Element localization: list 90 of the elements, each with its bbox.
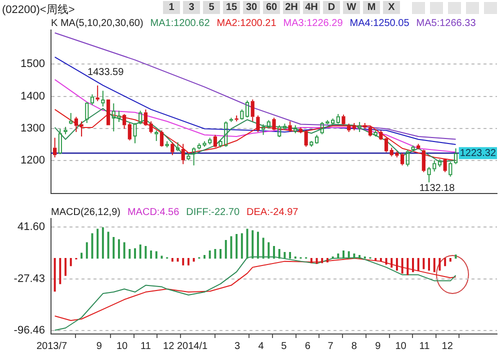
text: M xyxy=(363,1,380,14)
x-tick-label: 3 xyxy=(234,340,241,352)
legend-title: MACD(26,12,9) xyxy=(51,207,120,218)
candlestick xyxy=(374,130,378,137)
candlestick xyxy=(416,143,420,150)
text: 4H xyxy=(303,1,320,14)
candlestick xyxy=(262,124,266,136)
x-tick-label: 12 xyxy=(442,340,454,352)
x-tick-label: 5 xyxy=(281,340,288,352)
candlestick xyxy=(256,115,260,132)
candlestick xyxy=(69,112,73,124)
text: 3 xyxy=(183,1,200,14)
text: MA1:1200.62 xyxy=(150,18,210,29)
text: W xyxy=(343,1,360,14)
text: X xyxy=(383,1,400,14)
x-tick-label: 7 xyxy=(328,340,334,352)
text: MA5:1266.33 xyxy=(416,18,476,29)
candlestick xyxy=(368,125,372,137)
y-tick-label: -96.46 xyxy=(14,324,45,337)
text: MA4:1250.05 xyxy=(350,18,410,29)
candlestick xyxy=(122,113,126,130)
text: MA2:1200.21 xyxy=(216,18,276,29)
y-tick-label: 41.60 xyxy=(17,221,45,234)
candlestick xyxy=(160,130,164,146)
candlestick xyxy=(138,110,142,124)
text: MACD:4.56 xyxy=(127,207,180,218)
chart-title: (02200)<周线> xyxy=(2,3,75,17)
candlestick xyxy=(406,149,410,167)
x-tick-label: 9 xyxy=(375,340,382,352)
candlestick xyxy=(266,120,270,128)
y-tick-label: 1500 xyxy=(20,58,45,70)
x-tick-label: 2014/1 xyxy=(176,340,208,352)
candlestick xyxy=(186,154,190,161)
x-tick-label: 4 xyxy=(258,340,264,352)
annotation: 1132.18 xyxy=(419,183,456,194)
candlestick xyxy=(250,98,254,122)
text: 60 xyxy=(263,1,280,14)
text: MA3:1226.29 xyxy=(283,18,343,29)
x-tick-label: 10 xyxy=(395,340,407,352)
candlestick xyxy=(336,113,340,123)
x-tick-label: 9 xyxy=(96,340,102,352)
candlestick xyxy=(58,128,62,154)
candlestick xyxy=(411,144,415,152)
candlestick xyxy=(298,126,303,134)
ref-line-label: 1223.32 xyxy=(460,148,496,159)
y-tick-label: 1300 xyxy=(20,122,45,134)
x-tick-label: 6 xyxy=(304,340,311,352)
candlestick xyxy=(294,124,298,134)
candlestick xyxy=(208,137,212,146)
candlestick xyxy=(278,124,282,136)
candlestick xyxy=(170,142,174,156)
x-tick-label: 2013/7 xyxy=(36,340,68,352)
candlestick xyxy=(314,134,319,144)
x-tick-label: 12 xyxy=(163,340,175,352)
text: 1 xyxy=(163,1,180,14)
y-tick-label: 1200 xyxy=(20,154,45,167)
x-tick-label: 8 xyxy=(351,340,358,352)
x-tick-label: 10 xyxy=(116,340,128,352)
candlestick xyxy=(342,114,346,126)
x-tick-label: 11 xyxy=(140,340,152,352)
candlestick xyxy=(101,90,105,108)
candlestick xyxy=(358,121,362,132)
text: DIFF:-22.70 xyxy=(186,207,240,218)
annotation: 1433.59 xyxy=(88,67,124,78)
candlestick xyxy=(454,148,458,165)
candlestick xyxy=(288,120,292,132)
text: 15 xyxy=(223,1,240,14)
y-tick-label: 1400 xyxy=(20,90,45,102)
candlestick xyxy=(176,142,180,152)
y-tick-label: -27.43 xyxy=(14,272,45,285)
candlestick xyxy=(192,146,196,166)
candlestick xyxy=(85,102,89,124)
candlestick xyxy=(165,140,169,148)
candlestick xyxy=(438,158,442,168)
candlestick xyxy=(310,142,314,148)
text: DEA:-24.97 xyxy=(246,207,298,218)
x-tick-label: 11 xyxy=(419,340,430,352)
candlestick xyxy=(96,84,100,102)
text: 5 xyxy=(203,1,220,14)
text: D xyxy=(323,1,340,14)
candlestick xyxy=(304,130,308,148)
text: 2H xyxy=(283,1,300,14)
candlestick xyxy=(347,123,351,132)
candlestick xyxy=(272,117,276,130)
candlestick xyxy=(352,122,356,131)
legend-title: K MA(5,10,20,30,60) xyxy=(51,18,144,29)
candlestick xyxy=(53,137,57,158)
candlestick xyxy=(154,130,158,142)
candlestick xyxy=(90,94,94,106)
text: 30 xyxy=(243,1,260,14)
